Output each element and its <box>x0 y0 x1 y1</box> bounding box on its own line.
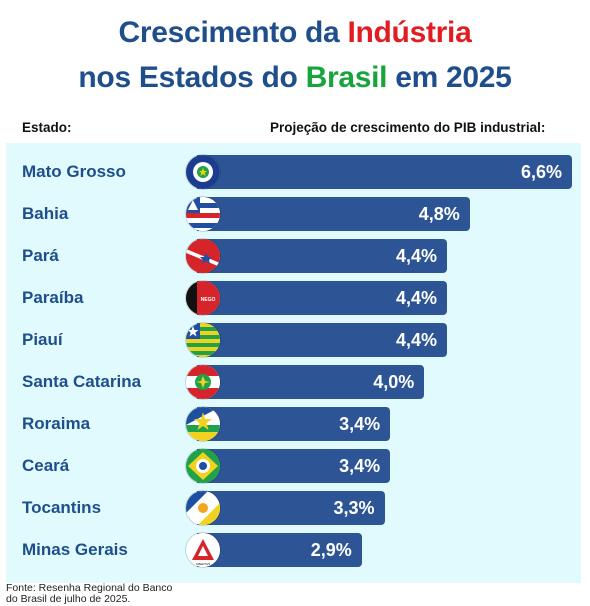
state-label: Mato Grosso <box>22 162 126 181</box>
svg-text:NEGO: NEGO <box>201 297 216 303</box>
state-label: Bahia <box>22 204 69 223</box>
ceara-flag-icon <box>186 449 220 483</box>
bar: 2,9% <box>197 533 362 567</box>
tocantins-flag-icon <box>186 491 220 525</box>
chart-row: Santa Catarina 4,0% <box>0 363 590 401</box>
title-line-2: nos Estados do Brasil em 2025 <box>0 55 590 100</box>
mato-grosso-flag-icon <box>186 155 220 189</box>
bar: 3,4% <box>197 407 391 441</box>
chart-row: Piauí 4,4% <box>0 321 590 359</box>
chart-row: Ceará 3,4% <box>0 447 590 485</box>
chart-row: Mato Grosso 6,6% <box>0 153 590 191</box>
title-highlight-industria: Indústria <box>347 16 472 49</box>
source-line-2: do Brasil de julho de 2025. <box>6 593 131 605</box>
bar-value-label: 3,3% <box>333 498 375 518</box>
state-label: Piauí <box>22 330 63 349</box>
bar: 4,4% <box>197 323 447 357</box>
para-flag-icon <box>186 239 220 273</box>
bar-value-label: 4,0% <box>373 372 415 392</box>
state-label: Ceará <box>22 456 70 475</box>
chart-row: Minas Gerais 2,9% LIBERTAS <box>0 531 590 569</box>
source-note: Fonte: Resenha Regional do Banco do Bras… <box>6 583 172 605</box>
state-column-header: Estado: <box>22 120 72 135</box>
bar-value-label: 4,4% <box>395 288 437 308</box>
state-label: Roraima <box>22 414 91 433</box>
chart-row: Bahia 4,8% <box>0 195 590 233</box>
title-text: em 2025 <box>387 61 512 94</box>
value-column-header: Projeção de crescimento do PIB industria… <box>270 120 546 135</box>
chart-row: Paraíba 4,4% NEGO <box>0 279 590 317</box>
bar: 6,6% <box>197 155 572 189</box>
santa-catarina-flag-icon <box>186 365 220 399</box>
paraiba-flag-icon: NEGO <box>186 281 220 315</box>
source-line-1: Fonte: Resenha Regional do Banco <box>6 582 173 594</box>
roraima-flag-icon <box>186 407 220 441</box>
chart-row: Roraima 3,4% <box>0 405 590 443</box>
minas-gerais-flag-icon: LIBERTAS <box>186 533 220 567</box>
bar: 4,4% <box>197 239 447 273</box>
chart-title: Crescimento da Indústria nos Estados do … <box>0 10 590 100</box>
bar-value-label: 4,8% <box>418 204 460 224</box>
bar-value-label: 4,4% <box>395 330 437 350</box>
bar-value-label: 3,4% <box>339 456 381 476</box>
bar: 4,8% <box>197 197 470 231</box>
bar: 3,4% <box>197 449 391 483</box>
state-label: Minas Gerais <box>22 540 128 559</box>
title-text: nos Estados do <box>78 61 306 94</box>
chart-row: Tocantins 3,3% <box>0 489 590 527</box>
bar: 4,4% <box>197 281 447 315</box>
bar-value-label: 4,4% <box>395 246 437 266</box>
bar-value-label: 6,6% <box>520 162 562 182</box>
state-label: Paraíba <box>22 288 84 307</box>
state-label: Santa Catarina <box>22 372 142 391</box>
state-label: Tocantins <box>22 498 102 517</box>
bar: 4,0% <box>197 365 425 399</box>
title-line-1: Crescimento da Indústria <box>0 10 590 55</box>
title-highlight-brasil: Brasil <box>305 61 388 94</box>
bar-value-label: 2,9% <box>310 540 352 560</box>
bar-value-label: 3,4% <box>339 414 381 434</box>
piaui-flag-icon <box>186 323 220 357</box>
title-text: Crescimento da <box>118 16 348 49</box>
bahia-flag-icon <box>186 197 220 231</box>
state-label: Pará <box>22 246 59 265</box>
bar: 3,3% <box>197 491 385 525</box>
chart-row: Pará 4,4% <box>0 237 590 275</box>
svg-text:LIBERTAS: LIBERTAS <box>196 562 210 566</box>
